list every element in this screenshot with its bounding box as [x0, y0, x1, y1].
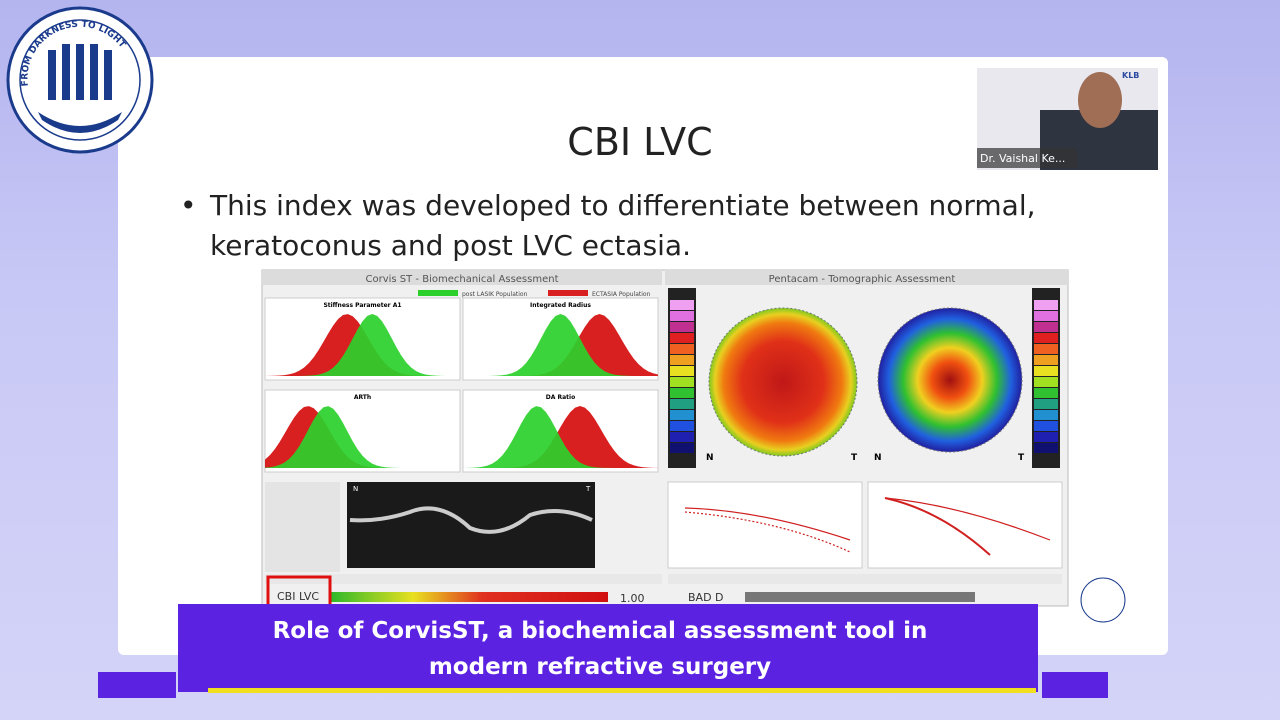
index-label: CBI LVC	[277, 590, 319, 603]
scale-step	[1034, 432, 1058, 442]
panel-header	[665, 270, 1068, 285]
scale-step	[1034, 421, 1058, 431]
logo-ring	[19, 19, 141, 141]
scale-step	[1034, 333, 1058, 343]
scale-step	[670, 388, 694, 398]
graph	[867, 481, 1063, 569]
legend-label: ECTASIA Population	[592, 291, 651, 298]
scale-step	[1034, 311, 1058, 321]
scale-step	[670, 421, 694, 431]
presenter-name: Dr. Vaishal Ke...	[980, 152, 1065, 165]
scale-step	[1034, 355, 1058, 365]
graph	[667, 481, 863, 569]
green-distribution	[463, 406, 658, 468]
panel-header	[262, 270, 662, 285]
button-column	[265, 482, 340, 572]
bullet-dot: •	[180, 189, 197, 222]
scale-step	[670, 300, 694, 310]
small-logo	[1080, 577, 1126, 623]
slide-title: CBI LVC	[567, 120, 712, 164]
person-head	[1078, 72, 1122, 128]
banner-line: modern refractive surgery	[428, 654, 772, 680]
oct-n: N	[353, 485, 358, 493]
bullet: This index was developed to differentiat…	[210, 189, 1036, 262]
cbi-scale	[330, 592, 608, 602]
scale-step	[670, 399, 694, 409]
red-distribution	[463, 406, 658, 468]
thickness-map	[877, 307, 1023, 453]
green-distribution	[265, 314, 460, 376]
green-distribution	[463, 314, 658, 376]
oct-t: T	[585, 485, 591, 493]
legend-label: post LASIK Population	[462, 291, 528, 298]
plot-title: ARTh	[354, 394, 371, 401]
scale-step	[1034, 410, 1058, 420]
map-t: T	[851, 453, 858, 463]
scale-step	[670, 344, 694, 354]
plot-title: Integrated Radius	[530, 302, 591, 309]
oct-image	[347, 482, 595, 568]
scale-step	[1034, 399, 1058, 409]
banner	[178, 604, 1038, 692]
plot-title: DA Ratio	[546, 394, 575, 401]
scale-step	[1034, 388, 1058, 398]
map-n: N	[874, 453, 882, 463]
deco-bar	[98, 672, 176, 698]
scale-step	[670, 311, 694, 321]
map-n: N	[706, 453, 714, 463]
bad-label: BAD D	[688, 591, 724, 604]
scale-step	[1034, 322, 1058, 332]
scale-step	[670, 333, 694, 343]
scale-step	[670, 432, 694, 442]
bad-scale	[745, 592, 975, 602]
banner-line: Role of CorvisST, a biochemical assessme…	[272, 618, 928, 644]
scale-step	[1034, 443, 1058, 453]
panel-title: Corvis ST - Biomechanical Assessment	[365, 274, 558, 285]
graph-curves	[684, 497, 1051, 556]
panel-title: Pentacam - Tomographic Assessment	[769, 274, 956, 285]
scale-step	[670, 377, 694, 387]
map-t: T	[1018, 453, 1025, 463]
info-row	[265, 574, 662, 584]
org-logo: KLB	[1122, 71, 1139, 80]
scale-step	[1034, 300, 1058, 310]
scale-step	[1034, 377, 1058, 387]
scale-step	[1034, 366, 1058, 376]
info-row	[668, 574, 1062, 584]
banner-text: Role of CorvisST, a biochemical assessme…	[178, 604, 1038, 692]
scale-step	[670, 366, 694, 376]
scale-step	[670, 443, 694, 453]
plot-title: Stiffness Parameter A1	[323, 302, 401, 309]
scale-step	[670, 355, 694, 365]
green-distribution	[265, 406, 460, 468]
bullet-list: • This index was developed to differenti…	[180, 186, 1060, 266]
red-distribution	[463, 314, 658, 376]
scale-step	[670, 410, 694, 420]
cornea-profile	[349, 506, 593, 534]
legend-swatch	[418, 290, 458, 296]
scale-step	[670, 322, 694, 332]
name-tag	[977, 148, 1077, 168]
logo-emblem	[38, 44, 122, 133]
scale-step	[1034, 344, 1058, 354]
legend-swatch	[548, 290, 588, 296]
banner-underline	[208, 688, 1036, 693]
axial-map	[708, 307, 858, 457]
index-value: 1.00	[620, 592, 645, 605]
deco-bar	[1042, 672, 1108, 698]
